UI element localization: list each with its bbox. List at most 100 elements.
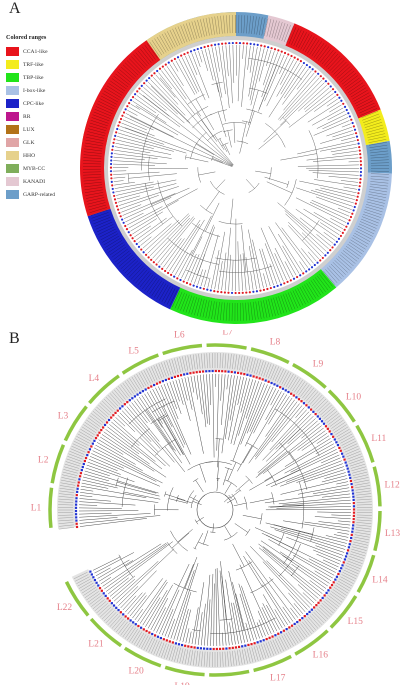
- tip-marker: [310, 608, 313, 611]
- tree-tip-branch: [130, 103, 140, 110]
- tip-label-stroke: [340, 70, 355, 83]
- tree-internal-branch: [254, 527, 282, 540]
- tip-label-stroke: [274, 638, 282, 653]
- tree-tip-branch: [261, 248, 274, 286]
- tip-label-stroke: [304, 620, 314, 633]
- tip-label-stroke: [101, 608, 114, 620]
- tip-label-stroke: [84, 148, 103, 152]
- tip-label-stroke: [350, 87, 367, 98]
- tree-tip-branch: [226, 374, 229, 390]
- tree-tip-branch: [324, 472, 346, 479]
- tip-marker: [332, 581, 335, 584]
- tree-tip-branch: [325, 535, 348, 541]
- tree-tip-branch: [137, 579, 167, 622]
- tree-tip-branch: [125, 592, 143, 613]
- tip-label-stroke: [145, 637, 153, 652]
- tip-marker: [305, 404, 308, 407]
- tip-label-stroke: [78, 431, 93, 440]
- tip-marker: [113, 194, 116, 198]
- tip-label-stroke: [260, 300, 265, 319]
- tip-marker: [124, 224, 127, 228]
- clade-label: L19: [174, 682, 190, 685]
- tip-marker: [140, 626, 143, 629]
- tip-marker: [193, 646, 196, 649]
- tip-label-stroke: [118, 69, 134, 82]
- tree-tip-branch: [228, 376, 241, 441]
- tip-label-stroke: [83, 424, 97, 433]
- tip-marker: [220, 291, 223, 294]
- tip-label-stroke: [169, 29, 178, 47]
- tree-tip-branch: [232, 382, 262, 462]
- tip-marker: [164, 269, 167, 273]
- tip-label-stroke: [370, 175, 389, 178]
- tip-label-stroke: [358, 223, 376, 232]
- tree-tip-branch: [265, 391, 282, 421]
- tree-tip-branch: [224, 227, 231, 291]
- tree-internal-branch: [197, 226, 215, 275]
- tip-marker: [77, 484, 80, 487]
- tip-marker: [75, 516, 78, 519]
- tree-internal-arc: [222, 129, 233, 133]
- tip-label-stroke: [334, 260, 348, 273]
- tip-marker: [202, 287, 205, 290]
- tip-marker: [343, 105, 347, 108]
- tree-tip-branch: [269, 263, 278, 285]
- tree-internal-branch: [241, 121, 247, 143]
- tip-marker: [213, 43, 217, 46]
- tree-tip-branch: [263, 273, 268, 288]
- tip-marker: [352, 508, 356, 511]
- tree-tip-branch: [303, 87, 330, 110]
- tip-label-stroke: [211, 16, 215, 35]
- tip-label-stroke: [356, 493, 372, 496]
- tip-marker: [323, 594, 326, 597]
- tip-marker: [162, 638, 165, 641]
- tip-marker: [345, 552, 349, 555]
- tree-tip-branch: [140, 236, 152, 246]
- tip-label-stroke: [130, 266, 144, 280]
- tip-label-stroke: [153, 365, 160, 380]
- tree-tip-branch: [158, 589, 180, 635]
- tip-label-stroke: [111, 246, 127, 258]
- tip-label-stroke: [58, 514, 74, 516]
- tip-marker: [359, 170, 363, 174]
- tip-label-stroke: [298, 624, 308, 638]
- tip-marker: [250, 643, 253, 646]
- tip-label-stroke: [195, 650, 198, 666]
- tree-tip-branch: [303, 208, 342, 233]
- tree-internal-branch: [266, 428, 301, 462]
- tip-label-stroke: [224, 353, 227, 369]
- legend-item: CCA1-like: [6, 45, 78, 58]
- tree-tip-branch: [240, 383, 265, 445]
- tip-marker: [231, 646, 234, 649]
- tip-label-stroke: [273, 297, 279, 316]
- tree-tip-branch: [152, 389, 173, 428]
- tip-marker: [208, 370, 211, 373]
- tree-tip-branch: [184, 377, 193, 410]
- tip-marker: [98, 431, 101, 434]
- tip-label-stroke: [244, 648, 248, 664]
- tree-tip-branch: [117, 136, 174, 152]
- tip-marker: [144, 388, 147, 391]
- tree-tip-branch: [116, 548, 175, 604]
- tip-marker: [273, 48, 277, 51]
- tree-tip-branch: [306, 154, 359, 161]
- tip-marker: [104, 594, 107, 597]
- tree-tip-branch: [277, 233, 303, 272]
- tip-label-stroke: [190, 354, 194, 370]
- legend-item: KANADI: [6, 175, 78, 188]
- tip-label-stroke: [146, 277, 158, 293]
- tip-marker: [358, 185, 361, 188]
- tip-marker: [359, 181, 362, 184]
- tree-tip-branch: [268, 64, 304, 118]
- tree-tip-branch: [105, 429, 140, 455]
- legend-item: HHO: [6, 149, 78, 162]
- tip-label-stroke: [248, 15, 251, 34]
- tip-label-stroke: [138, 634, 147, 648]
- tip-marker: [350, 536, 353, 540]
- tip-label-stroke: [357, 100, 374, 109]
- tree-tip-branch: [310, 190, 354, 204]
- tip-label-stroke: [217, 16, 221, 35]
- tip-label-stroke: [127, 379, 136, 393]
- tip-label-stroke: [358, 102, 375, 111]
- tree-tip-branch: [278, 496, 351, 505]
